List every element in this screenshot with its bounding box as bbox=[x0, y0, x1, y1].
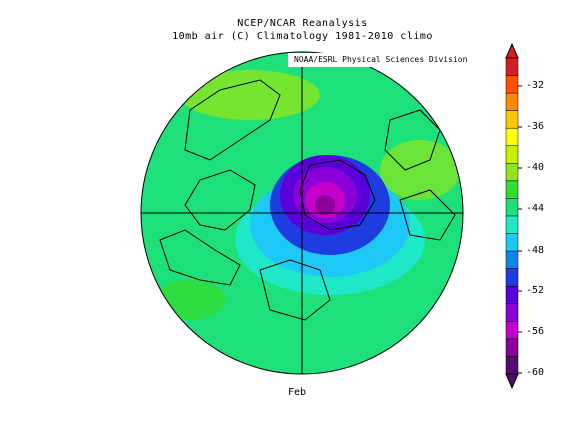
month-label: Feb bbox=[288, 387, 307, 398]
colorbar-swatch bbox=[505, 163, 519, 182]
colorbar-tick-label: -44 bbox=[526, 203, 545, 214]
colorbar-tick-label: -56 bbox=[526, 326, 545, 337]
colorbar-tick-label: -52 bbox=[526, 285, 545, 296]
colorbar-arrow-bottom bbox=[505, 373, 519, 390]
colorbar-tick-label: -32 bbox=[526, 80, 545, 91]
colorbar-swatch bbox=[505, 180, 519, 199]
colorbar-swatch bbox=[505, 57, 519, 76]
map-title: NCEP/NCAR Reanalysis bbox=[237, 18, 368, 29]
credit-label: NOAA/ESRL Physical Sciences Division bbox=[288, 53, 467, 67]
colorbar-tick-label: -36 bbox=[526, 121, 545, 132]
colorbar-swatch bbox=[505, 127, 519, 147]
colorbar-arrow-top bbox=[505, 42, 519, 59]
colorbar-swatch bbox=[505, 110, 519, 129]
colorbar-swatch bbox=[505, 303, 519, 322]
map-subtitle: 10mb air (C) Climatology 1981-2010 climo bbox=[172, 31, 433, 42]
colorbar-swatch bbox=[505, 250, 519, 269]
colorbar-swatch bbox=[505, 268, 519, 287]
colorbar-tick-label: -48 bbox=[526, 245, 545, 256]
colorbar-tick-label: -60 bbox=[526, 367, 545, 378]
colorbar-swatch bbox=[505, 338, 519, 357]
colorbar-swatch bbox=[505, 145, 519, 164]
colorbar-swatch bbox=[505, 285, 519, 305]
colorbar-swatch bbox=[505, 233, 519, 252]
colorbar-tick-label: -40 bbox=[526, 162, 545, 173]
colorbar-swatch bbox=[505, 92, 519, 111]
colorbar-swatch bbox=[505, 215, 519, 234]
colorbar-swatch bbox=[505, 198, 519, 217]
colorbar-swatch bbox=[505, 321, 519, 340]
colorbar-swatch bbox=[505, 75, 519, 94]
colorbar-swatch bbox=[505, 356, 519, 375]
